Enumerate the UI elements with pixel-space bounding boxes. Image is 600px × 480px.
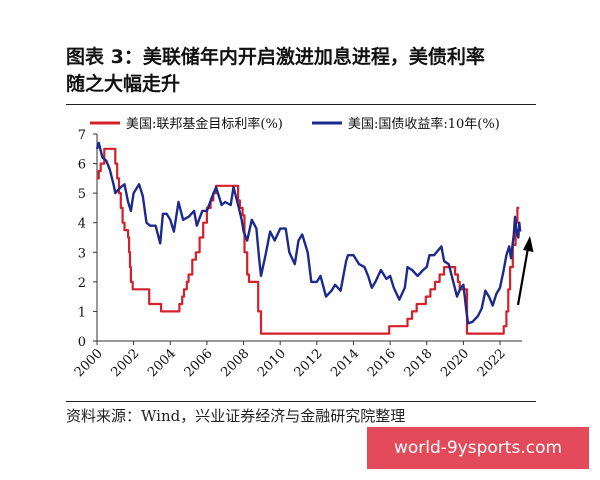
- chart-title-line-2: 随之大幅走升: [66, 73, 181, 95]
- x-tick-label: 2012: [292, 346, 326, 380]
- chart-legend: 美国:联邦基金目标利率(%) 美国:国债收益率:10年(%): [90, 116, 500, 132]
- x-tick-label: 2000: [72, 346, 106, 380]
- x-tick-label: 2022: [475, 346, 509, 380]
- legend-label-treasury: 美国:国债收益率:10年(%): [348, 116, 500, 132]
- bottom-rule: [66, 401, 536, 402]
- y-tick-label: 7: [78, 128, 86, 143]
- annotation-layer: [516, 236, 534, 306]
- upward-arrow-shaft: [516, 247, 530, 306]
- chart-title-line-1: 图表 3：美联储年内开启激进加息进程，美债利率: [66, 46, 485, 68]
- chart-title: 图表 3：美联储年内开启激进加息进程，美债利率 随之大幅走升: [66, 44, 536, 98]
- x-tick-label: 2008: [218, 346, 252, 380]
- x-tick-label: 2016: [365, 346, 399, 380]
- x-tick-label: 2018: [402, 346, 436, 380]
- y-tick-label: 0: [78, 335, 86, 350]
- x-tick-label: 2004: [145, 346, 179, 380]
- y-tick-label: 5: [78, 187, 86, 202]
- x-tick-label: 2006: [182, 346, 216, 380]
- x-tick-label: 2020: [438, 346, 472, 380]
- y-tick-label: 3: [78, 246, 86, 261]
- top-rule: [66, 104, 536, 105]
- x-tick-label: 2014: [328, 346, 362, 380]
- series-layer: [95, 141, 522, 335]
- y-tick-label: 2: [78, 276, 86, 291]
- treasury-10y-line: [95, 141, 522, 325]
- y-tick-label: 1: [78, 305, 86, 320]
- x-tick-label: 2010: [255, 346, 289, 380]
- y-tick-label: 4: [78, 217, 86, 232]
- y-tick-label: 6: [78, 158, 86, 173]
- x-tick-label: 2002: [108, 346, 142, 380]
- source-note: 资料来源：Wind，兴业证券经济与金融研究院整理: [66, 407, 406, 425]
- watermark-banner[interactable]: world-9ysports.com: [367, 427, 589, 469]
- upward-arrow-head: [523, 236, 534, 252]
- legend-label-fed-funds: 美国:联邦基金目标利率(%): [126, 116, 283, 132]
